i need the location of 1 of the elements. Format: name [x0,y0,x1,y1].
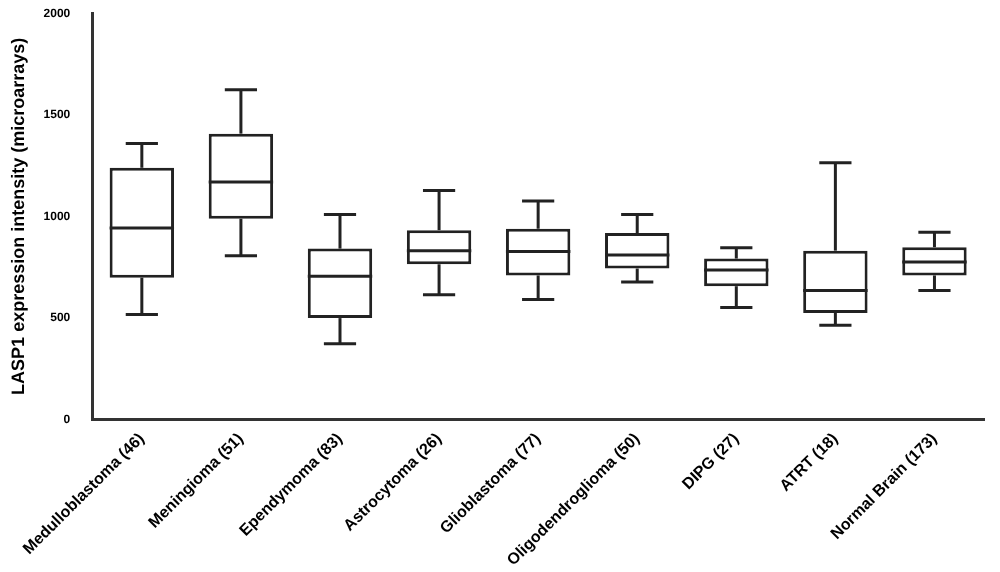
y-axis-title: LASP1 expression intensity (microarrays) [7,37,28,395]
